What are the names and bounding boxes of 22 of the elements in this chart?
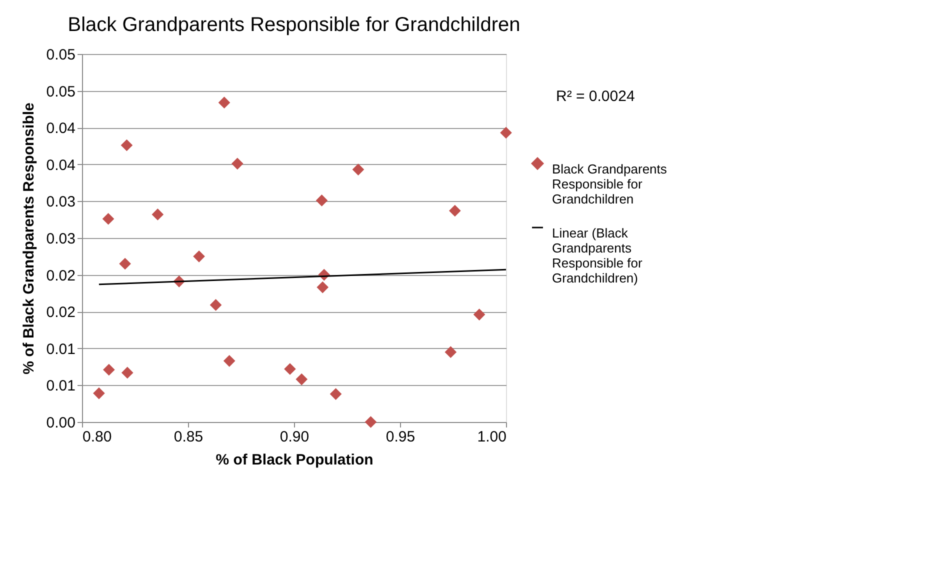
legend-label: Linear (Black Grandparents Responsible for Grandchildren) — [552, 226, 643, 286]
y-tick-label: 0.03 — [46, 230, 76, 248]
y-tick-label: 0.03 — [46, 194, 76, 211]
y-tick-label: 0.01 — [46, 378, 76, 395]
y-tick-label: 0.02 — [46, 267, 76, 284]
y-tick-label: 0.04 — [46, 156, 76, 174]
y-axis-title: % of Black Grandparents Responsible — [20, 102, 38, 374]
legend-label: Black Grandparents Responsible for Grandchildren — [552, 162, 668, 207]
x-tick-label: 0.95 — [386, 428, 416, 446]
y-tick-label: 0.05 — [46, 83, 76, 100]
y-tick-label: 0.05 — [46, 46, 76, 64]
x-tick-label: 0.85 — [174, 428, 204, 446]
y-tick-label: 0.01 — [46, 340, 76, 358]
x-tick-label: 0.90 — [280, 428, 310, 446]
x-tick-label: 1.00 — [477, 428, 506, 446]
text: R² = 0.0024 — [556, 88, 635, 105]
x-tick-label: 0.80 — [82, 428, 112, 446]
y-tick-label: 0.00 — [46, 414, 76, 432]
y-tick-label: 0.02 — [46, 304, 76, 322]
y-tick-label: 0.04 — [46, 120, 76, 138]
x-axis-title: % of Black Population — [216, 452, 374, 468]
chart-title: Black Grandparents Responsible for Grandchildren — [68, 14, 520, 36]
